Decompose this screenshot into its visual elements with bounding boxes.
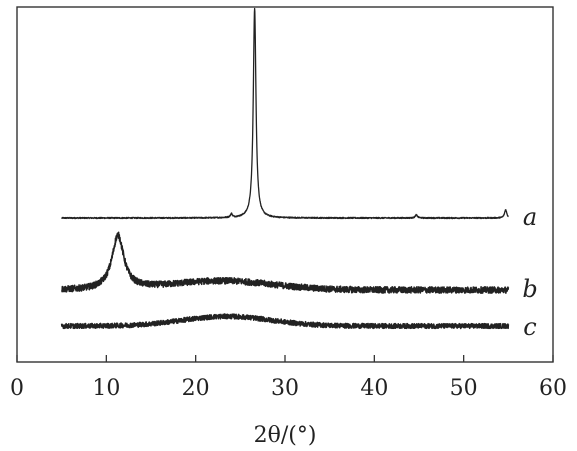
series-label-b: b: [522, 275, 537, 303]
series-line-b: [61, 231, 510, 294]
series-lines: [60, 7, 510, 330]
series-labels: a bc: [522, 203, 537, 341]
x-tick-label-10: 10: [92, 376, 120, 401]
series-line-c: [60, 313, 510, 330]
series-label-c: c: [523, 313, 536, 341]
x-tick-label-30: 30: [271, 376, 299, 401]
x-tick-label-60: 60: [539, 376, 567, 401]
x-axis-title: 2θ/(°): [254, 423, 317, 448]
plot-frame: [16, 6, 554, 363]
series-label-a: a: [523, 203, 537, 231]
x-tick-label-40: 40: [360, 376, 388, 401]
series-line-a: [61, 7, 509, 220]
x-axis-ticks: [16, 355, 554, 362]
x-tick-label-0: 0: [10, 376, 24, 401]
x-axis-tick-labels: 0 10 20 30 40 50 60: [10, 376, 567, 401]
x-tick-label-50: 50: [450, 376, 478, 401]
x-tick-label-20: 20: [182, 376, 210, 401]
